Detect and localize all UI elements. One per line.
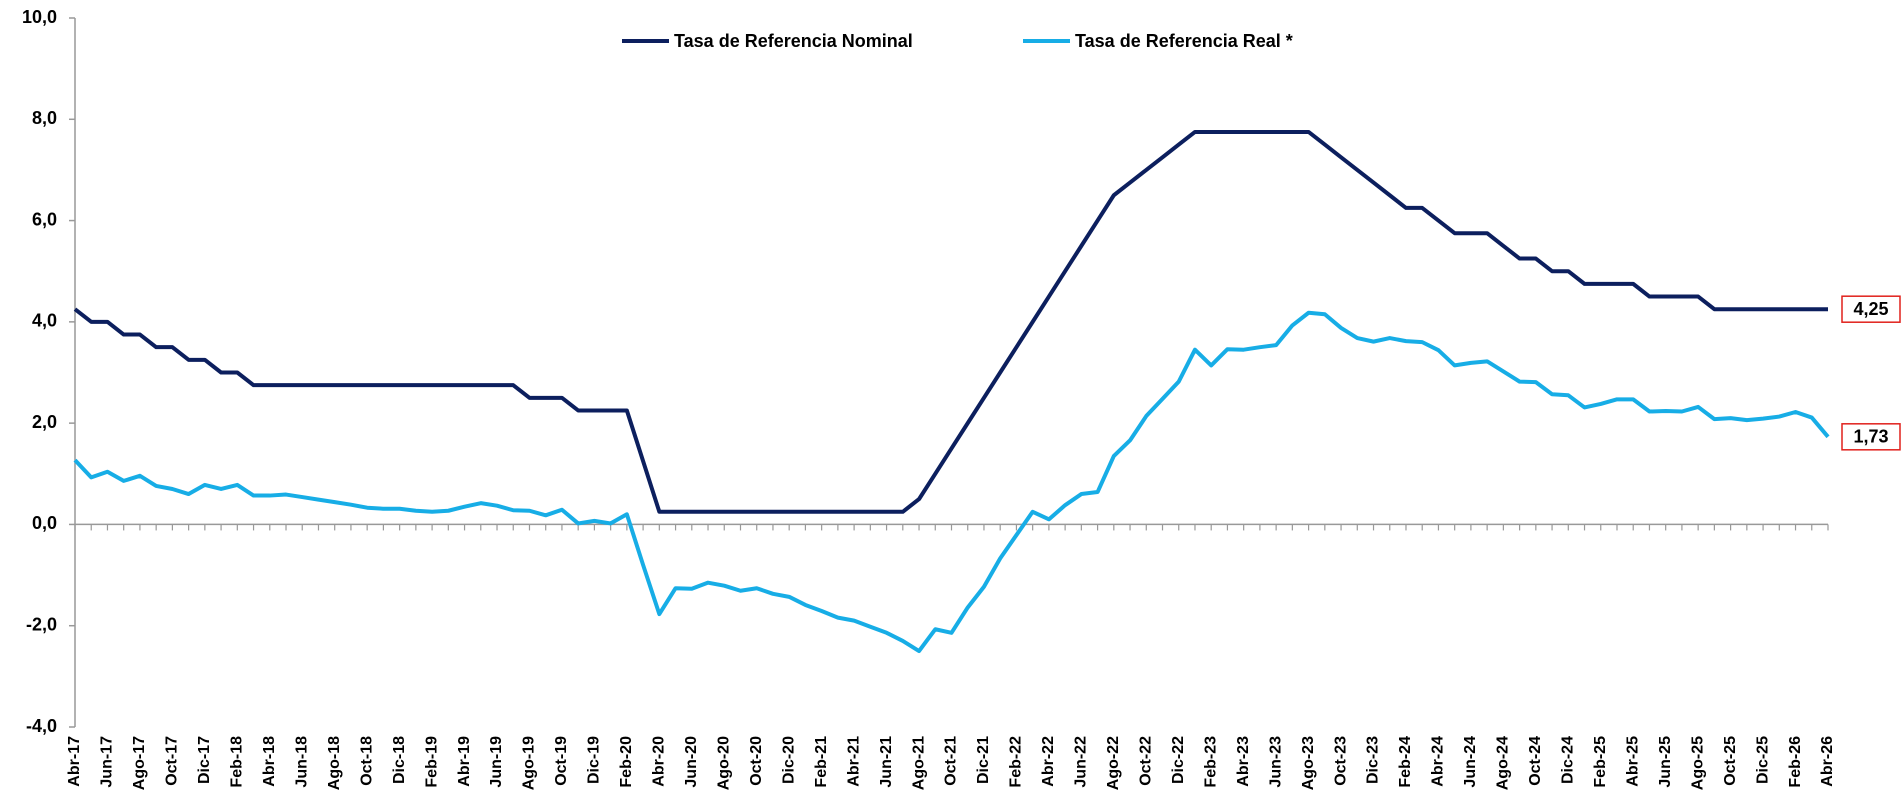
x-tick-label: Feb-18 [229,736,246,788]
x-tick-label: Ago-21 [910,736,927,790]
x-tick-label: Oct-19 [553,736,570,786]
y-tick-label: 6,0 [32,209,57,229]
x-tick-label: Oct-24 [1527,736,1544,786]
x-tick-label: Ago-25 [1689,736,1706,790]
x-tick-label: Ago-18 [326,736,343,790]
x-tick-label: Jun-21 [878,736,895,788]
x-tick-label: Dic-18 [391,736,408,784]
y-tick-label: 0,0 [32,513,57,533]
x-tick-label: Abr-21 [845,736,862,787]
x-tick-label: Feb-25 [1592,736,1609,788]
x-tick-label: Abr-22 [1040,736,1057,787]
y-tick-label: 10,0 [22,7,57,27]
x-tick-label: Dic-19 [586,736,603,784]
x-tick-label: Abr-20 [651,736,668,787]
x-tick-label: Jun-19 [488,736,505,788]
x-tick-label: Jun-18 [293,736,310,788]
x-tick-label: Jun-20 [683,736,700,788]
legend-label: Tasa de Referencia Nominal [674,31,913,51]
x-tick-label: Ago-20 [715,736,732,790]
x-tick-label: Feb-19 [423,736,440,788]
x-tick-label: Feb-23 [1202,736,1219,788]
x-tick-label: Abr-23 [1235,736,1252,787]
x-tick-label: Abr-18 [261,736,278,787]
x-tick-label: Oct-21 [943,736,960,786]
x-tick-label: Oct-22 [1137,736,1154,786]
x-tick-label: Ago-22 [1105,736,1122,790]
x-tick-label: Feb-21 [813,736,830,788]
value-label: 1,73 [1853,427,1888,447]
x-tick-label: Ago-17 [131,736,148,790]
x-tick-label: Abr-19 [456,736,473,787]
x-tick-label: Dic-25 [1754,736,1771,784]
x-tick-label: Abr-26 [1819,736,1836,787]
x-tick-label: Oct-23 [1332,736,1349,786]
x-tick-label: Ago-19 [521,736,538,790]
series-line [73,310,1830,654]
x-tick-label: Abr-25 [1624,736,1641,787]
y-tick-label: 8,0 [32,108,57,128]
x-tick-label: Jun-17 [99,736,116,788]
x-tick-label: Dic-20 [780,736,797,784]
x-tick-label: Oct-17 [164,736,181,786]
x-tick-label: Feb-22 [1008,736,1025,788]
x-tick-label: Ago-23 [1300,736,1317,790]
x-tick-label: Jun-23 [1267,736,1284,788]
y-tick-label: 2,0 [32,412,57,432]
x-tick-label: Oct-18 [358,736,375,786]
x-tick-label: Jun-24 [1462,736,1479,788]
x-tick-label: Abr-17 [66,736,83,787]
x-tick-label: Dic-24 [1560,736,1577,784]
x-tick-label: Oct-25 [1722,736,1739,786]
series-line [73,129,1828,514]
value-label-box [1841,423,1901,451]
x-tick-label: Dic-22 [1170,736,1187,784]
x-tick-label: Dic-23 [1365,736,1382,784]
x-tick-label: Jun-25 [1657,736,1674,788]
x-tick-label: Ago-24 [1495,736,1512,790]
x-tick-label: Feb-20 [618,736,635,788]
x-tick-label: Feb-26 [1787,736,1804,788]
value-label: 4,25 [1853,299,1888,319]
x-tick-label: Oct-20 [748,736,765,786]
y-tick-label: -2,0 [26,614,57,634]
x-tick-label: Jun-22 [1073,736,1090,788]
value-label-box [1841,295,1901,323]
x-tick-label: Feb-24 [1397,736,1414,788]
y-tick-label: 4,0 [32,311,57,331]
y-tick-label: -4,0 [26,716,57,736]
x-tick-label: Dic-17 [196,736,213,784]
x-tick-label: Dic-21 [975,736,992,784]
legend-label: Tasa de Referencia Real * [1075,31,1293,51]
x-tick-label: Abr-24 [1430,736,1447,787]
